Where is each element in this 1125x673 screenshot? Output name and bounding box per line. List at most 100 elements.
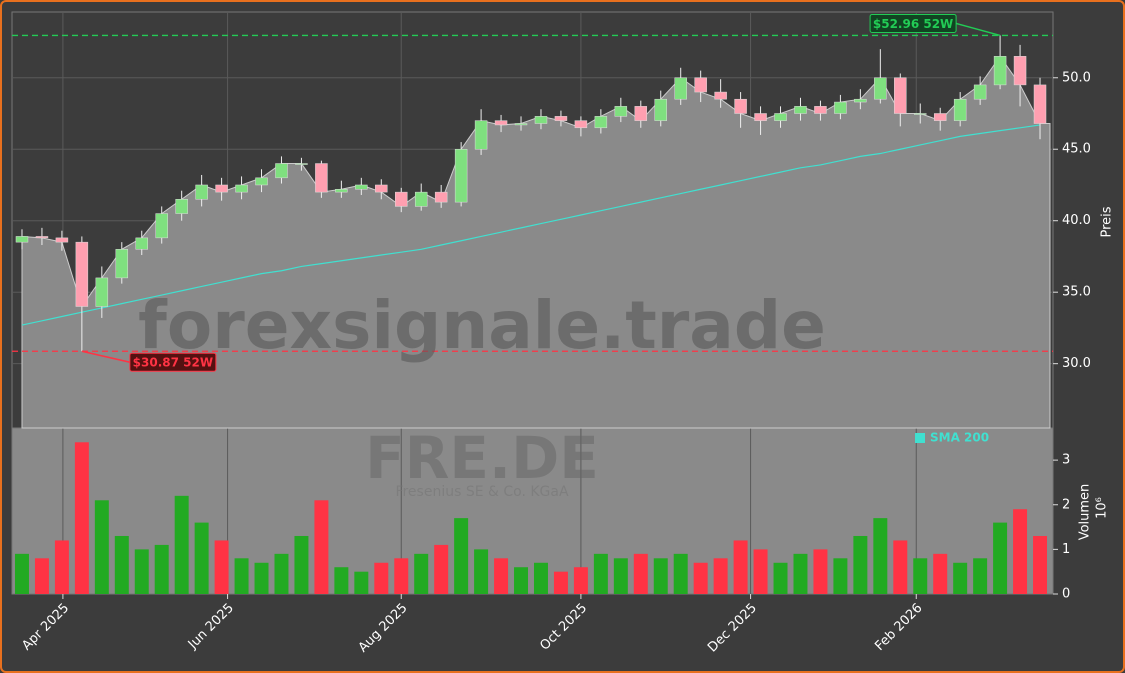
volume-bar (593, 553, 608, 594)
candle-body (774, 113, 787, 121)
candle-body (754, 113, 767, 121)
volume-bar (354, 571, 369, 594)
candle-body (554, 116, 568, 121)
volume-tick-label: 0 (1062, 587, 1070, 602)
x-tick-label: Feb 2026 (872, 601, 925, 654)
volume-bar (873, 518, 888, 594)
volume-bar (314, 500, 329, 594)
volume-bar (274, 553, 289, 594)
volume-bar (993, 522, 1008, 594)
volume-bar (414, 553, 429, 594)
volume-bar (134, 549, 149, 594)
candle-body (714, 91, 727, 100)
volume-bar (334, 567, 349, 594)
sma-line (21, 124, 1041, 326)
candle-body (335, 189, 348, 193)
volume-bar (234, 558, 249, 594)
volume-bar (713, 558, 728, 594)
candle-body (195, 184, 208, 200)
candle-body (1033, 84, 1047, 124)
volume-bar (454, 518, 469, 594)
candle-body (315, 163, 328, 193)
candle-body (614, 106, 628, 117)
volume-tick-label: 3 (1062, 453, 1070, 468)
candle-body (574, 120, 588, 129)
volume-bar (673, 553, 688, 594)
y-tick-label: 30.0 (1062, 356, 1091, 371)
volume-bar (933, 553, 948, 594)
volume-bar (374, 562, 389, 594)
volume-bar (154, 544, 169, 594)
candle-body (275, 163, 288, 179)
range-arrow (81, 350, 131, 363)
volume-bar (514, 567, 529, 594)
watermark: forexsignale.trade (138, 287, 826, 364)
legend-label: SMA 200 (930, 431, 989, 445)
candle-body (115, 249, 129, 279)
volume-unit: 10⁶ (1095, 497, 1110, 519)
candle-body (694, 77, 707, 93)
candle-body (55, 237, 69, 243)
candle-body (95, 277, 109, 307)
volume-bar (633, 553, 648, 594)
x-tick-label: Oct 2025 (537, 601, 590, 654)
symbol-watermark: FRE.DE (365, 424, 599, 492)
legend-swatch (915, 433, 925, 443)
volume-bar (474, 549, 489, 594)
volume-bar (394, 558, 409, 594)
candle-body (973, 84, 987, 100)
volume-bar (693, 562, 708, 594)
volume-bar (953, 562, 968, 594)
y-axis-title: Preis (1100, 206, 1115, 237)
candle-body (534, 116, 548, 124)
candle-body (654, 98, 667, 121)
candle-body (135, 237, 148, 250)
candle-body (993, 56, 1007, 86)
candle-body (454, 148, 468, 203)
candle-body (933, 113, 947, 121)
candle-body (734, 98, 747, 114)
candle-body (494, 120, 508, 126)
volume-bar (254, 562, 269, 594)
candle-body (375, 184, 388, 193)
candle-body (355, 184, 368, 190)
x-tick-label: Apr 2025 (19, 601, 72, 654)
volume-bar (793, 553, 808, 594)
volume-bar (553, 571, 568, 594)
range-label: $30.87 52W (133, 356, 213, 370)
volume-bar (74, 442, 89, 594)
candle-body (594, 116, 608, 129)
range-label-box (869, 13, 957, 33)
volume-bar (214, 540, 229, 594)
volume-bar (34, 558, 49, 594)
volume-bar (14, 553, 29, 594)
volume-bar (833, 558, 848, 594)
candle-body (474, 120, 488, 150)
x-tick-label: Aug 2025 (356, 601, 411, 656)
y-tick-label: 35.0 (1062, 285, 1091, 300)
volume-tick-label: 1 (1062, 542, 1070, 557)
volume-bar (733, 540, 748, 594)
candle-body (395, 191, 408, 207)
volume-bar (613, 558, 628, 594)
x-tick-label: Dec 2025 (705, 601, 760, 656)
candle-body (874, 77, 887, 100)
volume-bar (434, 544, 449, 594)
company-watermark: Fresenius SE & Co. KGaA (395, 484, 569, 500)
volume-bar (494, 558, 509, 594)
candle-body (674, 77, 687, 100)
volume-bar (194, 522, 209, 594)
range-label: $52.96 52W (873, 17, 953, 31)
y-tick-label: 45.0 (1062, 142, 1091, 157)
candle-body (175, 199, 188, 214)
volume-bar (54, 540, 69, 594)
volume-tick-label: 2 (1062, 497, 1070, 512)
volume-bar (653, 558, 668, 594)
volume-bar (94, 500, 109, 594)
volume-bar (174, 495, 189, 594)
volume-bar (753, 549, 768, 594)
volume-bar (533, 562, 548, 594)
range-label-box (129, 352, 217, 372)
volume-bar (1013, 509, 1028, 594)
